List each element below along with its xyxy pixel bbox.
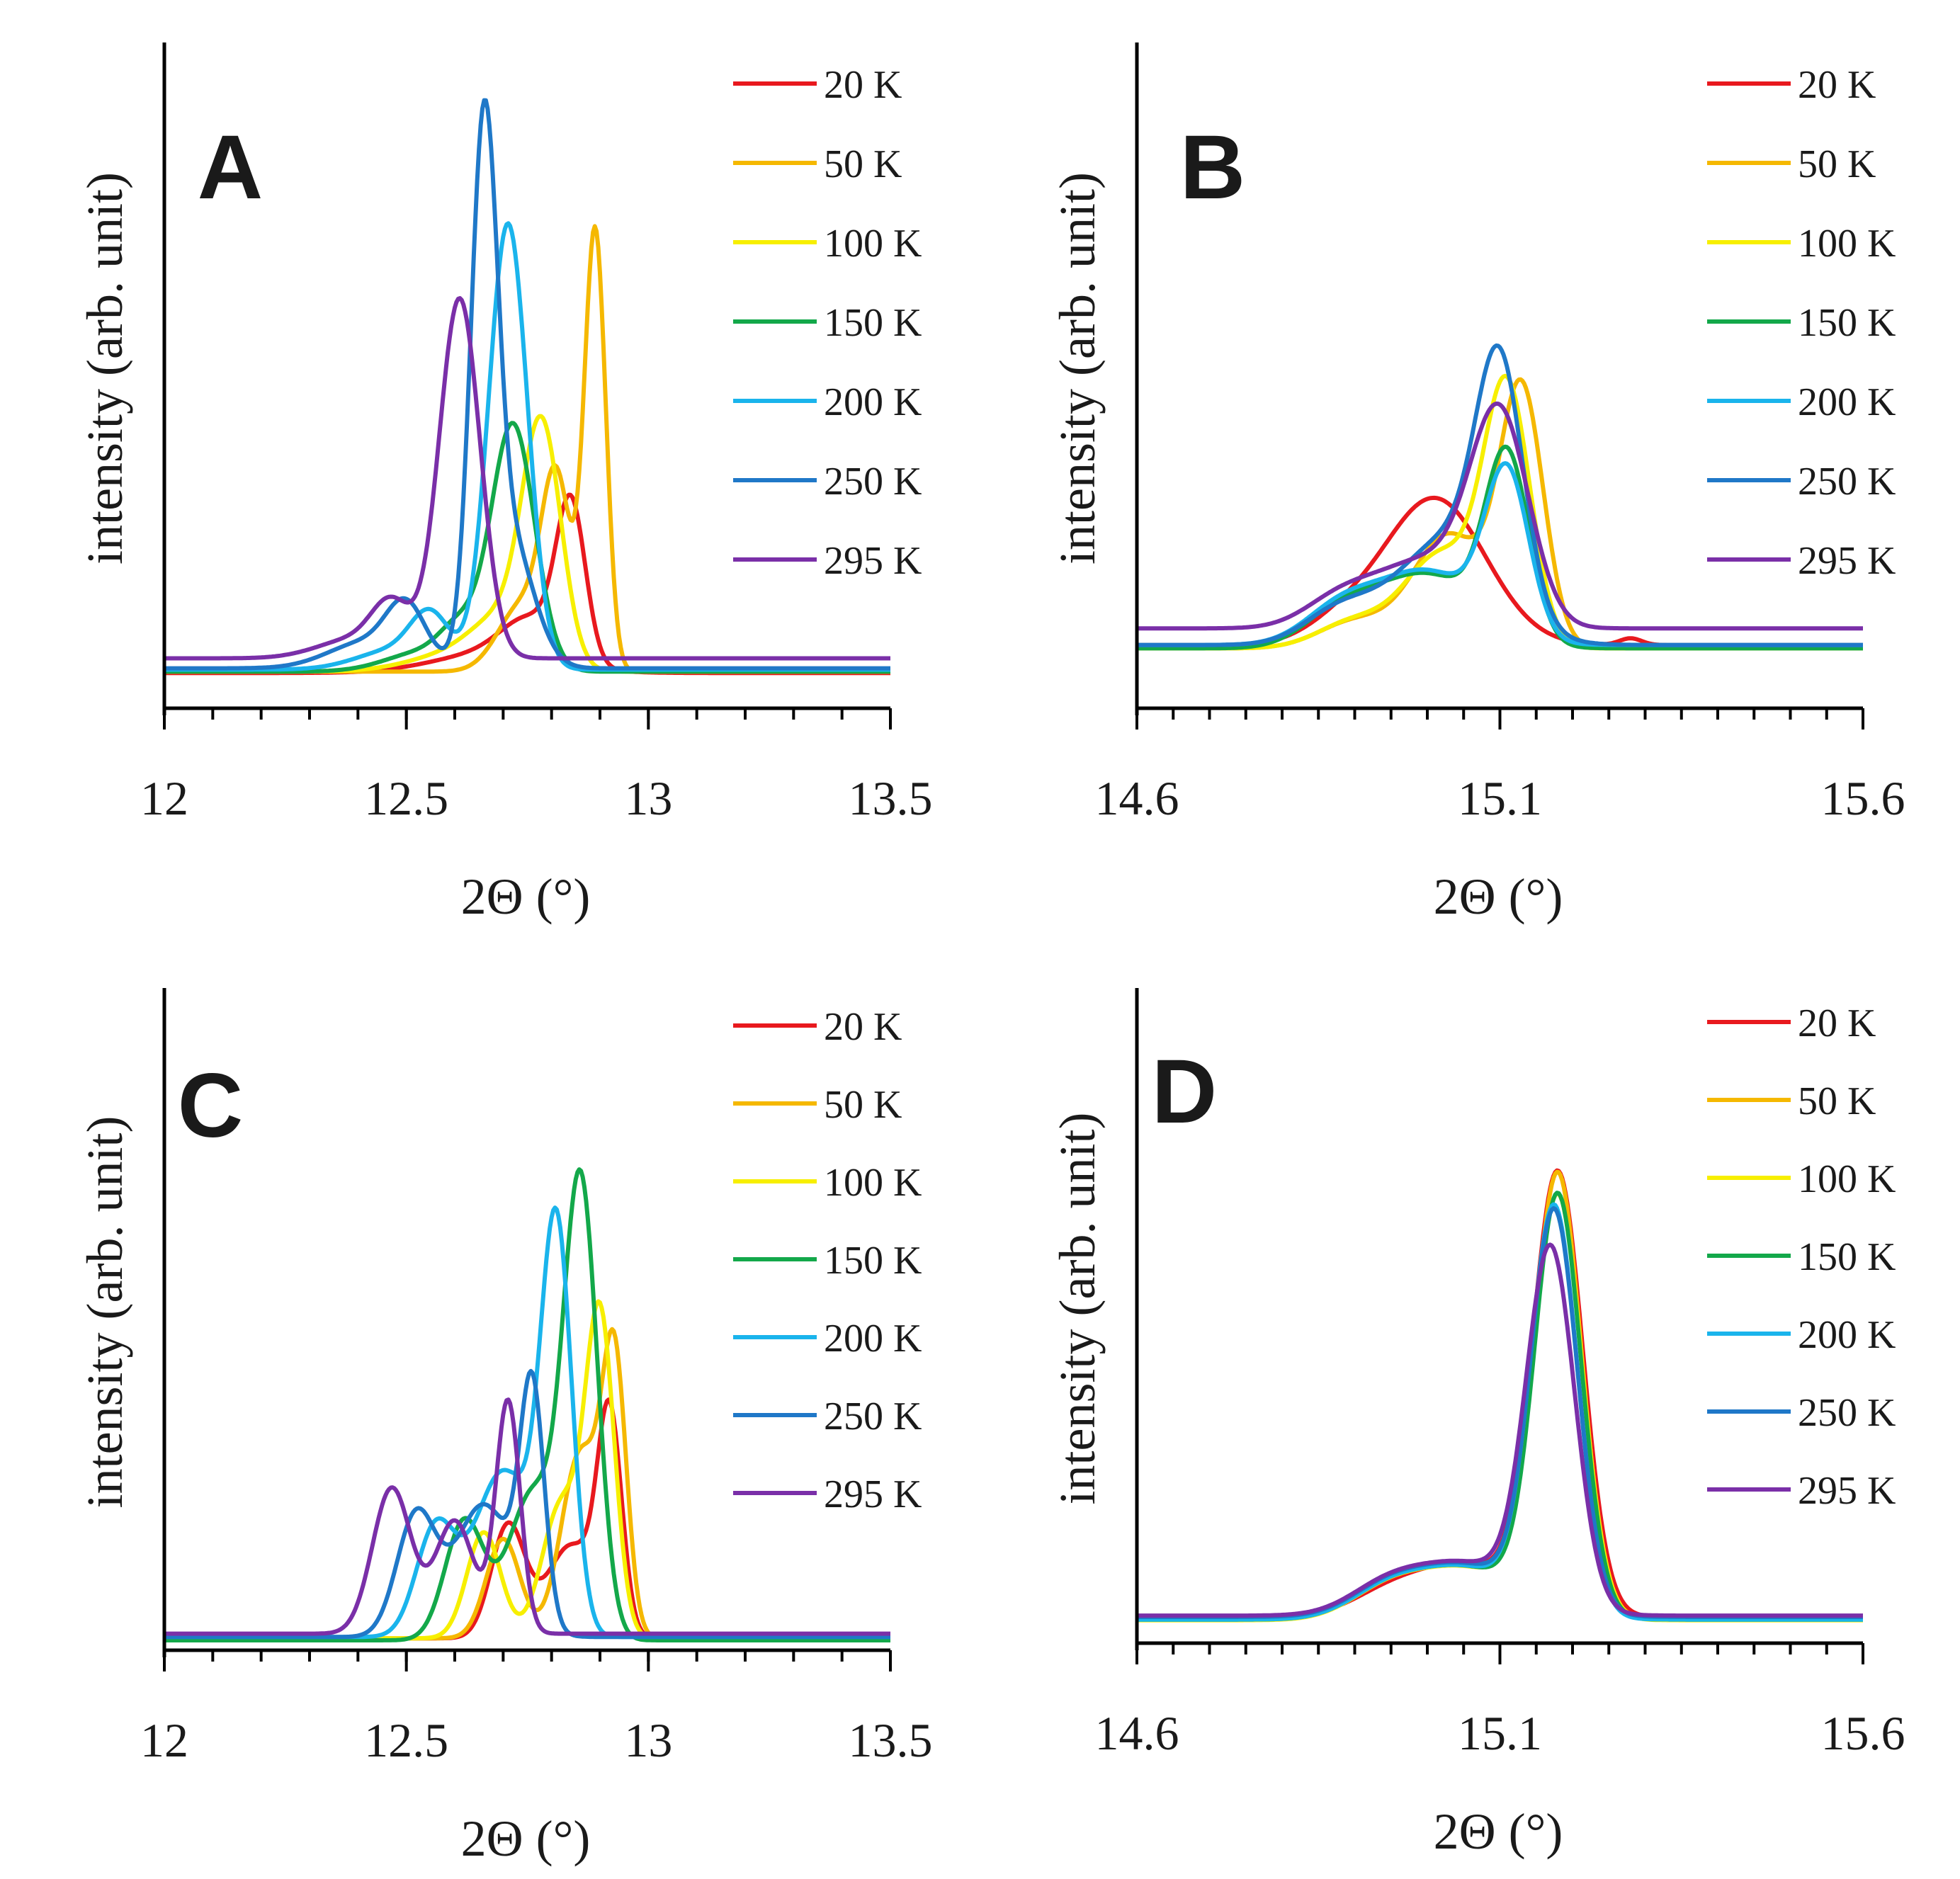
legend-label: 295 K — [1798, 1469, 1896, 1513]
legend-a: 20 K 50 K 100 K 150 K 200 K 250 K 295 K — [733, 63, 922, 583]
series-line-100k — [164, 1299, 891, 1641]
series-line-50k — [1136, 377, 1864, 651]
panel-label-c: C — [178, 1055, 243, 1157]
x-tick-label: 13 — [624, 1713, 672, 1767]
x-axis-label-a: 2Θ (°) — [461, 868, 591, 925]
legend-d: 20 K 50 K 100 K 150 K 200 K 250 K 295 K — [1707, 1001, 1896, 1513]
x-tick-label: 15.1 — [1458, 1706, 1542, 1760]
x-axis-label-b: 2Θ (°) — [1434, 868, 1563, 925]
legend-label: 50 K — [824, 142, 902, 186]
legend-label: 250 K — [1798, 1391, 1896, 1435]
series-line-100k — [1136, 373, 1864, 651]
panel-label-d: D — [1152, 1041, 1217, 1142]
panel-d: 14.6 15.1 15.6 2Θ (°) intensity (arb. unit) D… — [1049, 988, 1905, 1860]
plot-area-d — [1136, 1168, 1864, 1623]
series-line-200k — [164, 221, 891, 672]
x-tick-label: 12.5 — [364, 1713, 448, 1767]
x-tick-label: 15.6 — [1821, 1706, 1905, 1760]
series-line-295k — [1136, 1242, 1864, 1618]
legend-label: 150 K — [1798, 301, 1896, 345]
legend-label: 50 K — [1798, 142, 1876, 186]
x-tick-label: 13.5 — [849, 1713, 933, 1767]
legend-label: 20 K — [824, 63, 902, 107]
legend-label: 200 K — [1798, 1313, 1896, 1357]
legend-label: 250 K — [1798, 460, 1896, 504]
series-line-150k — [1136, 444, 1864, 651]
legend-label: 100 K — [824, 222, 922, 266]
x-axis-label-d: 2Θ (°) — [1434, 1803, 1563, 1860]
legend-label: 50 K — [824, 1083, 902, 1127]
legend-label: 150 K — [824, 1239, 922, 1283]
x-tick-label: 15.6 — [1821, 771, 1905, 825]
legend-label: 295 K — [1798, 539, 1896, 583]
plot-area-a — [164, 98, 891, 676]
legend-label: 200 K — [1798, 380, 1896, 424]
plot-area-b — [1136, 343, 1864, 651]
legend-label: 150 K — [824, 301, 922, 345]
y-axis-label-a: intensity (arb. unit) — [77, 172, 133, 564]
series-line-20k — [1136, 495, 1864, 647]
x-tick-label: 12 — [140, 1713, 188, 1767]
legend-label: 20 K — [824, 1005, 902, 1049]
legend-label: 200 K — [824, 1317, 922, 1361]
x-axis-label-c: 2Θ (°) — [461, 1810, 591, 1867]
legend-label: 100 K — [1798, 222, 1896, 266]
panel-b: 14.6 15.1 15.6 2Θ (°) intensity (arb. unit) B… — [1049, 42, 1905, 925]
legend-label: 200 K — [824, 380, 922, 424]
series-line-250k — [1136, 343, 1864, 647]
legend-label: 100 K — [1798, 1157, 1896, 1201]
legend-label: 250 K — [824, 1395, 922, 1438]
panel-c: 12 12.5 13 13.5 2Θ (°) intensity (arb. unit) C… — [77, 988, 933, 1867]
legend-label: 50 K — [1798, 1079, 1876, 1123]
legend-label: 150 K — [1798, 1235, 1896, 1279]
legend-label: 20 K — [1798, 1001, 1876, 1045]
plot-area-c — [164, 1167, 891, 1642]
series-line-295k — [164, 1397, 891, 1636]
series-line-250k — [164, 1368, 891, 1640]
legend-label: 20 K — [1798, 63, 1876, 107]
panel-a: 12 12.5 13 13.5 2Θ (°) intensity (arb. unit) A… — [77, 42, 933, 925]
panel-label-b: B — [1180, 117, 1245, 218]
y-axis-label-c: intensity (arb. unit) — [77, 1116, 133, 1509]
legend-b: 20 K 50 K 100 K 150 K 200 K 250 K 295 K — [1707, 63, 1896, 583]
x-tick-label: 15.1 — [1458, 771, 1542, 825]
legend-label: 295 K — [824, 1472, 922, 1516]
series-line-100k — [164, 414, 891, 674]
legend-label: 295 K — [824, 539, 922, 583]
y-axis-label-d: intensity (arb. unit) — [1049, 1113, 1106, 1505]
series-line-295k — [164, 296, 891, 661]
series-line-200k — [1136, 461, 1864, 647]
x-tick-label: 14.6 — [1095, 1706, 1179, 1760]
series-line-150k — [164, 1167, 891, 1642]
x-tick-label: 12.5 — [364, 771, 448, 825]
x-tick-label: 14.6 — [1095, 771, 1179, 825]
legend-label: 250 K — [824, 460, 922, 504]
x-tick-label: 13 — [624, 771, 672, 825]
series-line-250k — [164, 98, 891, 671]
y-axis-label-b: intensity (arb. unit) — [1049, 172, 1106, 564]
legend-label: 100 K — [824, 1161, 922, 1205]
legend-c: 20 K 50 K 100 K 150 K 200 K 250 K 295 K — [733, 1005, 922, 1516]
panel-label-a: A — [198, 117, 263, 218]
x-tick-label: 13.5 — [849, 771, 933, 825]
x-tick-label: 12 — [140, 771, 188, 825]
series-line-295k — [1136, 401, 1864, 631]
